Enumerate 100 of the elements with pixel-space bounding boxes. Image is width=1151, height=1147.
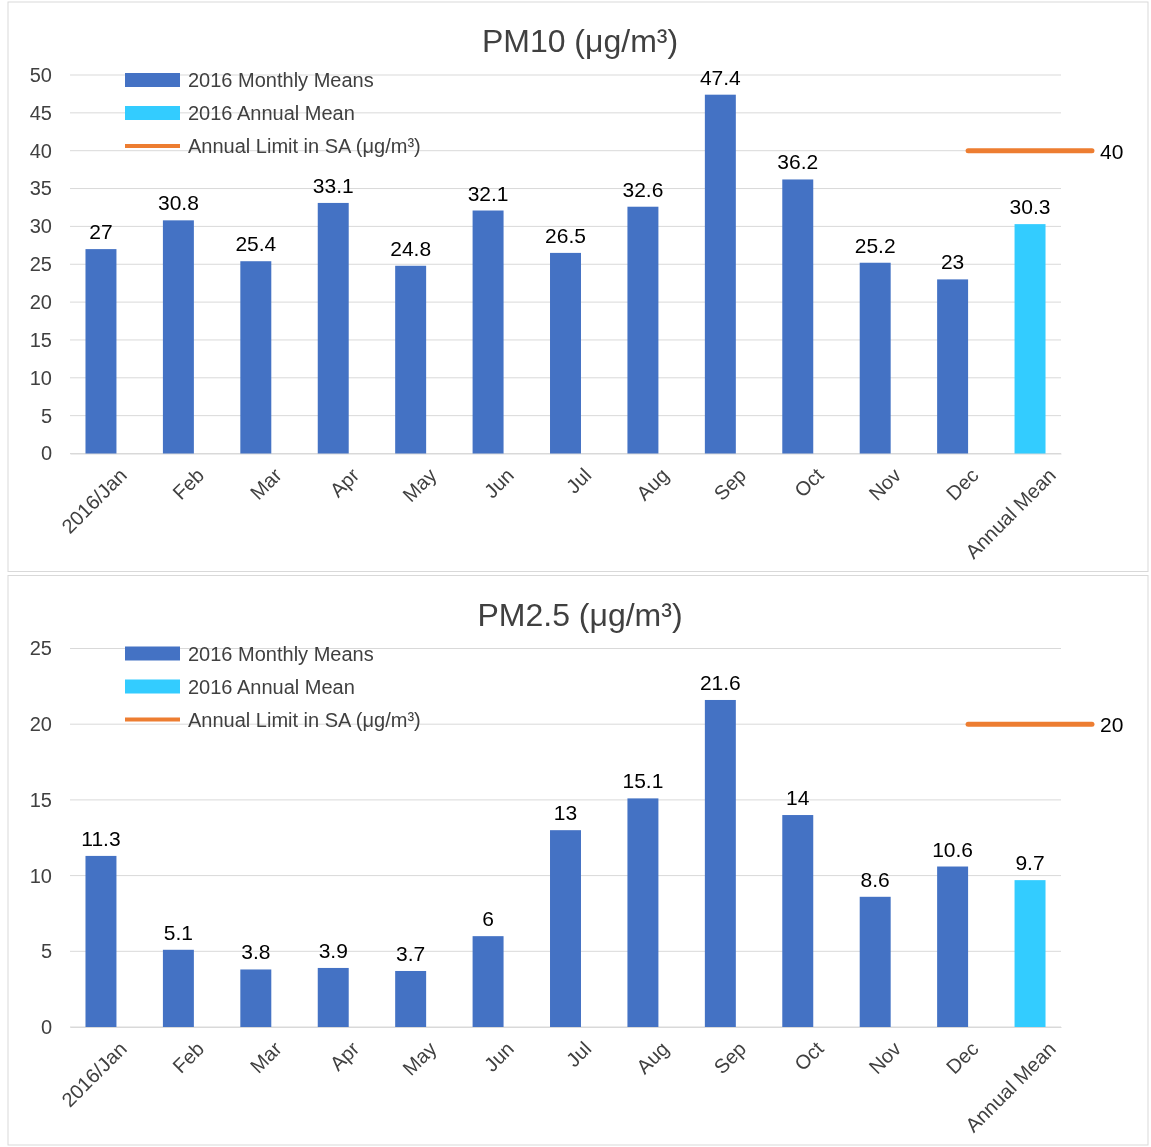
bar: [472, 210, 504, 454]
legend-label: 2016 Monthly Means: [188, 642, 374, 665]
data-label: 26.5: [545, 223, 586, 247]
bar: [85, 855, 117, 1027]
data-label: 11.3: [81, 826, 121, 850]
x-tick-label: Apr: [325, 463, 364, 502]
data-label: 14: [786, 786, 810, 810]
x-tick-label: Apr: [325, 1037, 364, 1075]
annotation: Annual Limit in SA (μg/m³): [188, 708, 421, 731]
x-tick-label: Sep: [709, 463, 751, 505]
y-tick-label: 5: [40, 940, 52, 963]
x-tick-label: Nov: [864, 1037, 906, 1079]
data-label: 3.8: [241, 940, 271, 964]
bar: [162, 949, 194, 1027]
x-tick-label: Feb: [168, 463, 209, 504]
x-tick-label: May: [398, 1037, 441, 1080]
bar: [627, 798, 659, 1027]
y-tick-label: 50: [29, 63, 52, 86]
y-tick-label: 30: [29, 215, 52, 238]
x-tick-label: Jun: [479, 463, 519, 503]
bar: [317, 967, 349, 1027]
x-tick-label: Feb: [168, 1037, 209, 1078]
bar: [704, 94, 736, 454]
y-tick-label: 20: [29, 291, 52, 313]
y-tick-label: 15: [29, 328, 52, 351]
x-tick-label: Mar: [245, 1037, 286, 1078]
data-label: 3.9: [318, 938, 348, 962]
bar: [240, 261, 272, 454]
data-label: 21.6: [699, 670, 741, 694]
chart-title: PM2.5 (μg/m³): [477, 596, 683, 633]
data-label: 30.3: [1009, 195, 1051, 219]
x-tick-label: Oct: [790, 463, 829, 502]
bar: [550, 252, 581, 454]
data-label: 9.7: [1015, 851, 1045, 875]
bar: [317, 202, 349, 454]
data-label: 6: [482, 907, 494, 931]
data-label: 27: [89, 220, 113, 244]
bar: [782, 815, 814, 1027]
data-label: 5.1: [163, 920, 193, 944]
y-tick-label: 10: [29, 864, 52, 887]
bar: [859, 896, 891, 1027]
x-tick-label: Mar: [245, 463, 286, 504]
y-tick-label: 15: [29, 788, 52, 811]
y-tick-label: 10: [29, 366, 52, 389]
data-label: 8.6: [860, 867, 890, 891]
legend-label: 2016 Monthly Means: [188, 69, 374, 91]
bar: [240, 969, 272, 1027]
bar: [782, 179, 814, 454]
ref-line-label: 40: [1099, 139, 1124, 163]
bar: [1014, 880, 1046, 1027]
data-label: 32.6: [622, 177, 664, 201]
bar: [162, 220, 194, 454]
bar: [937, 279, 969, 454]
data-label: 13: [553, 801, 578, 825]
x-tick-label: Jun: [479, 1037, 519, 1076]
bar: [859, 262, 891, 454]
bar: [472, 936, 504, 1027]
data-label: 25.4: [235, 232, 277, 256]
legend-label: 2016 Annual Mean: [188, 675, 355, 698]
data-label: 32.1: [467, 181, 509, 205]
data-label: 15.1: [622, 769, 664, 793]
y-tick-label: 40: [29, 139, 52, 162]
y-tick-label: 0: [40, 442, 52, 465]
data-label: 30.8: [157, 191, 199, 215]
y-tick-label: 0: [40, 1015, 52, 1038]
x-tick-label: Aug: [632, 463, 673, 505]
bar: [627, 206, 659, 454]
bar: [85, 249, 117, 454]
x-tick-label: Dec: [941, 463, 983, 505]
data-label: 3.7: [396, 941, 426, 965]
x-tick-label: Dec: [941, 1037, 983, 1079]
ref-line-label: 20: [1099, 713, 1124, 737]
x-tick-label: Aug: [632, 1037, 673, 1079]
chart-title: PM10 (μg/m³): [481, 23, 679, 59]
bar: [550, 830, 581, 1027]
y-tick-label: 25: [29, 253, 52, 276]
x-tick-label: Nov: [864, 463, 906, 505]
data-label: 25.2: [854, 233, 896, 257]
x-tick-label: Sep: [709, 1037, 751, 1079]
data-label: 10.6: [932, 837, 974, 861]
annotation: Annual Limit in SA (μg/m³): [188, 135, 421, 157]
data-label: 33.1: [312, 173, 354, 197]
x-tick-label: Jul: [561, 1037, 596, 1072]
x-tick-label: May: [398, 463, 441, 507]
data-label: 23: [940, 250, 965, 274]
bar: [395, 265, 427, 454]
data-label: 24.8: [390, 236, 432, 260]
x-tick-label: Jul: [561, 463, 596, 498]
x-tick-label: Oct: [790, 1037, 829, 1075]
bar: [704, 699, 736, 1027]
y-tick-label: 20: [29, 713, 52, 736]
y-tick-label: 25: [29, 637, 52, 660]
legend-label: 2016 Annual Mean: [188, 102, 355, 124]
bar: [937, 866, 969, 1027]
bar: [1014, 224, 1046, 454]
y-tick-label: 35: [29, 177, 52, 200]
data-label: 36.2: [777, 150, 819, 174]
y-tick-label: 5: [40, 404, 52, 427]
y-tick-label: 45: [29, 101, 52, 124]
bar: [395, 970, 427, 1027]
